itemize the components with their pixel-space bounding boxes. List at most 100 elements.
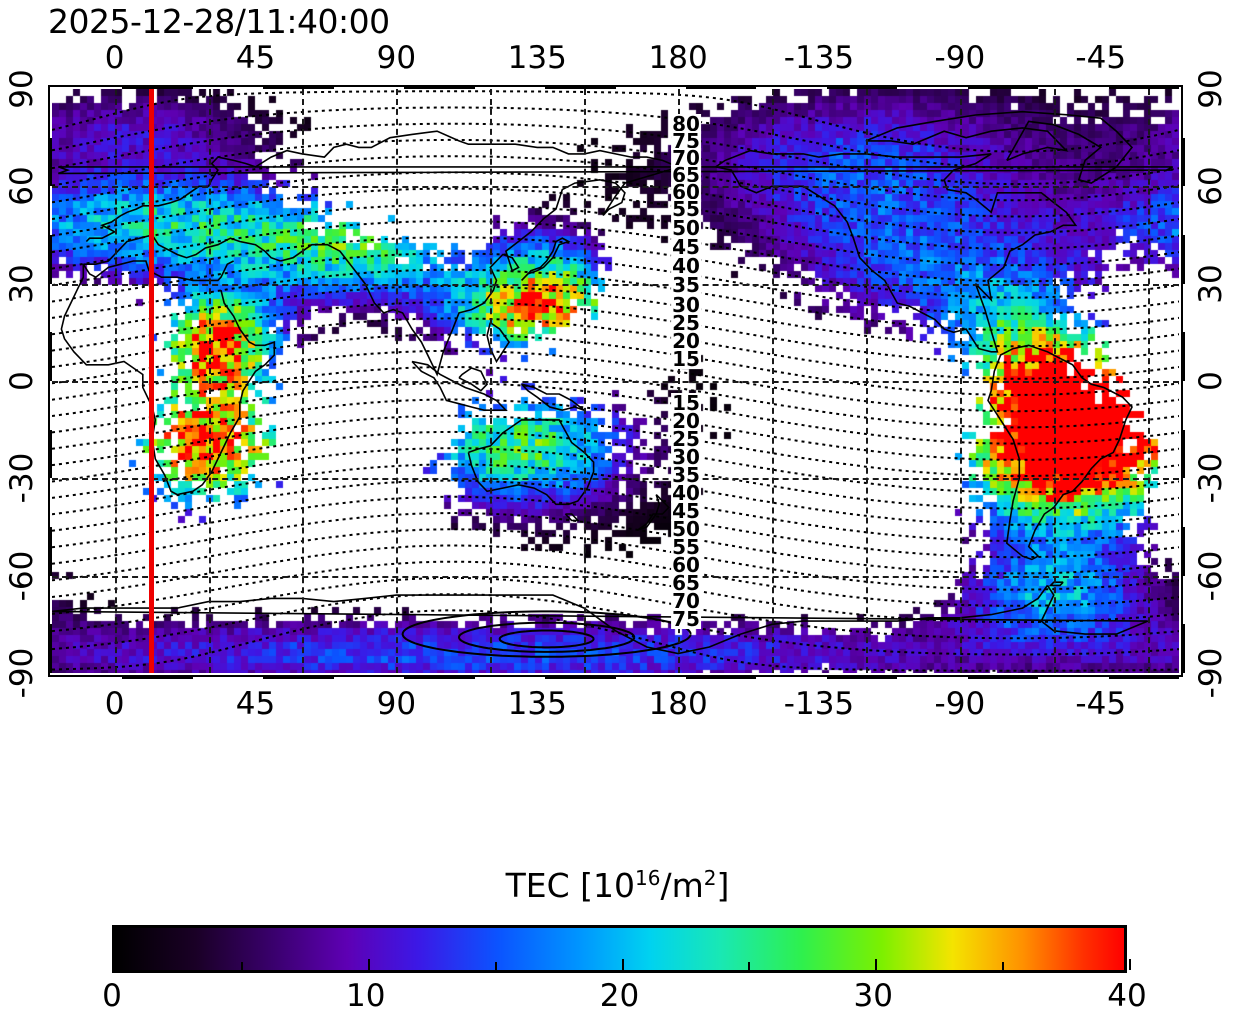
- magnetic-latitude-contour: [52, 495, 1179, 559]
- mag-lat-label-25: 25: [671, 427, 701, 451]
- mag-lat-label-70: 70: [671, 146, 701, 170]
- colorbar-major-tick: [875, 959, 878, 970]
- mag-lat-label-75: 75: [671, 129, 701, 153]
- south-magnetic-pole-contour: [498, 629, 595, 649]
- magnetic-latitude-contour: [52, 479, 1179, 543]
- coastline: [715, 149, 1078, 353]
- lon-tick-top-180: 180: [648, 40, 708, 76]
- colorbar-major-tick: [367, 959, 370, 970]
- coastline: [83, 234, 281, 265]
- coastline-and-contour-overlay: [52, 90, 1179, 672]
- mag-lat-label-60: 60: [671, 180, 701, 204]
- lat-tick-left--30: -30: [4, 453, 40, 504]
- mag-lat-label-25: 25: [671, 311, 701, 335]
- south-magnetic-pole-contour: [401, 610, 692, 658]
- lon-tick-top--90: -90: [934, 40, 986, 76]
- frame-tick-band: [685, 675, 757, 679]
- lat-tick-right-0: 0: [1193, 371, 1229, 391]
- coastline: [411, 360, 508, 412]
- gridline-latitude: [52, 575, 1179, 578]
- colorbar-tick-20: 20: [599, 978, 640, 1014]
- frame-tick-band: [1181, 137, 1185, 187]
- lon-tick-bottom-90: 90: [376, 686, 417, 722]
- magnetic-latitude-contour: [52, 414, 1179, 478]
- mag-lat-label-20: 20: [671, 329, 701, 353]
- gridline-latitude: [52, 283, 1179, 286]
- frame-tick-band: [826, 675, 898, 679]
- lon-tick-top--135: -135: [783, 40, 855, 76]
- mag-lat-label-50: 50: [671, 216, 701, 240]
- coastline: [458, 367, 489, 392]
- coastline: [60, 264, 276, 496]
- magnetic-latitude-contour: [52, 447, 1179, 510]
- magnetic-latitude-contour: [52, 301, 1179, 364]
- magnetic-latitude-contour: [52, 463, 1179, 526]
- magnetic-latitude-contour: [52, 284, 1179, 348]
- lat-tick-left--60: -60: [4, 550, 40, 601]
- coastline: [280, 166, 679, 377]
- magnetic-latitude-contour: [52, 382, 1179, 445]
- magnetic-latitude-contour: [52, 268, 1179, 332]
- colorbar-major-tick: [621, 959, 624, 970]
- lon-tick-bottom--90: -90: [934, 686, 986, 722]
- mag-lat-label-40: 40: [671, 254, 701, 278]
- mag-lat-label-35: 35: [671, 463, 701, 487]
- frame-tick-band: [1181, 624, 1185, 673]
- lat-tick-right-60: 60: [1193, 166, 1229, 207]
- magnetic-latitude-contour: [52, 349, 1179, 413]
- magnetic-latitude-contour: [52, 544, 1179, 607]
- mag-lat-label-45: 45: [671, 499, 701, 523]
- mag-lat-label-45: 45: [671, 235, 701, 259]
- magnetic-latitude-contour: [52, 593, 1179, 656]
- lon-tick-top-45: 45: [235, 40, 276, 76]
- lat-tick-right--90: -90: [1193, 647, 1229, 699]
- magnetic-latitude-contour: [52, 528, 1179, 591]
- frame-tick-band: [1181, 429, 1185, 479]
- colorbar-tick-40: 40: [1107, 978, 1147, 1014]
- mag-lat-label-65: 65: [671, 163, 701, 187]
- mag-lat-label-75: 75: [671, 607, 701, 631]
- mag-lat-label-30: 30: [671, 293, 701, 317]
- coastline: [521, 237, 571, 281]
- magnetic-latitude-contour: [52, 398, 1179, 461]
- colorbar-minor-tick: [748, 962, 751, 970]
- colorbar-minor-tick: [494, 962, 497, 970]
- gridline-latitude: [52, 186, 1179, 189]
- lat-tick-left-90: 90: [4, 69, 40, 109]
- colorbar-tick-30: 30: [853, 978, 893, 1014]
- mag-lat-label-60: 60: [671, 553, 701, 577]
- colorbar: [112, 925, 1131, 973]
- gridline-latitude: [52, 381, 1179, 383]
- coastline: [52, 584, 1149, 655]
- colorbar-tick-10: 10: [346, 978, 386, 1014]
- magnetic-latitude-contour: [52, 106, 1179, 169]
- mag-lat-label-20: 20: [671, 409, 701, 433]
- lat-tick-left-0: 0: [4, 371, 40, 391]
- frame-tick-band: [1181, 332, 1185, 381]
- magnetic-latitude-contour: [52, 122, 1179, 186]
- lat-tick-right-90: 90: [1193, 69, 1229, 109]
- frame-tick-band: [545, 675, 616, 679]
- lon-tick-bottom-180: 180: [648, 686, 708, 722]
- map-plot-area: 80 75 70 65 60 55 50 45 40 35 30 25 20 15 15 20 25 30 35 40…: [52, 89, 1179, 673]
- magnetic-latitude-contour: [52, 430, 1179, 494]
- lon-tick-bottom--135: -135: [783, 686, 855, 722]
- magnetic-latitude-contour: [52, 333, 1179, 397]
- frame-tick-band: [404, 675, 475, 679]
- mag-lat-label-55: 55: [671, 535, 701, 559]
- lat-tick-left--90: -90: [4, 647, 40, 699]
- magnetic-latitude-contour: [52, 252, 1179, 315]
- coastline: [82, 260, 234, 282]
- frame-tick-band: [263, 675, 334, 679]
- mag-lat-label-15: 15: [671, 347, 701, 371]
- figure-title: 2025-12-28/11:40:00: [48, 2, 390, 41]
- mag-lat-label-35: 35: [671, 273, 701, 297]
- coastline: [1048, 581, 1064, 587]
- magnetic-latitude-contour: [52, 236, 1179, 299]
- mag-lat-label-40: 40: [671, 481, 701, 505]
- magnetic-latitude-contour: [52, 90, 1179, 153]
- mag-lat-label-70: 70: [671, 589, 701, 613]
- lon-tick-top--45: -45: [1075, 40, 1127, 76]
- lon-tick-bottom-0: 0: [104, 686, 125, 722]
